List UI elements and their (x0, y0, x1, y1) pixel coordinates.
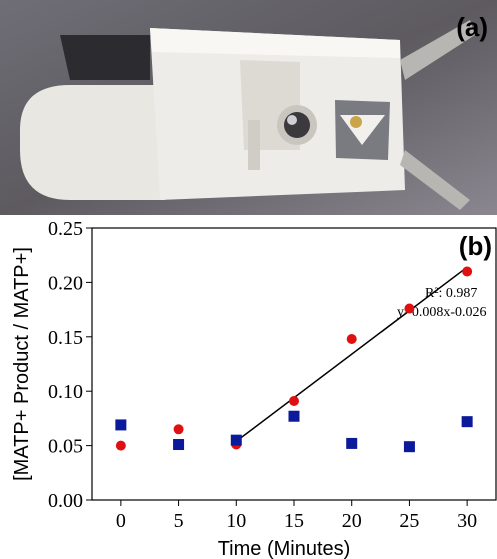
point (115, 440, 126, 451)
point (404, 303, 415, 314)
x-tick-label: 0 (116, 510, 126, 532)
y-tick-label: 0.10 (48, 381, 83, 403)
annotation: R²: 0.987 (425, 286, 477, 301)
y-tick-label: 0.05 (48, 436, 83, 458)
x-tick-label: 30 (457, 510, 477, 532)
panel-label: (a) (456, 12, 488, 42)
point (173, 424, 184, 435)
point (289, 395, 299, 406)
y-axis-label: [MATP+ Product / MATP+] (11, 247, 33, 481)
plot-frame (91, 227, 497, 501)
photo: (a) (0, 0, 497, 215)
point (288, 410, 300, 422)
point (230, 434, 242, 446)
y-tick-label: 0.00 (48, 490, 83, 512)
chart: 0.00 0.05 0.10 0.15 0.20 0.25 0 5 10 15 20 25 30 Time… (11, 218, 497, 559)
x-tick-label: 20 (342, 510, 362, 532)
panel-label: (b) (459, 231, 492, 261)
point (346, 333, 357, 344)
x-tick-label: 25 (399, 510, 419, 532)
point (173, 439, 185, 451)
x-tick-label: 15 (284, 510, 304, 532)
point (461, 416, 473, 428)
point (403, 441, 415, 453)
y-tick-label: 0.15 (48, 327, 83, 349)
annotation: y=0.008x-0.026 (397, 305, 487, 320)
y-tick-label: 0.25 (48, 218, 83, 240)
point (115, 419, 127, 431)
point (462, 266, 473, 277)
x-tick-label: 5 (174, 510, 184, 532)
fit-line (235, 266, 468, 442)
y-tick-label: 0.20 (48, 272, 83, 294)
point (346, 437, 358, 449)
x-axis-label: Time (Minutes) (218, 538, 351, 559)
x-tick-label: 10 (226, 510, 246, 532)
